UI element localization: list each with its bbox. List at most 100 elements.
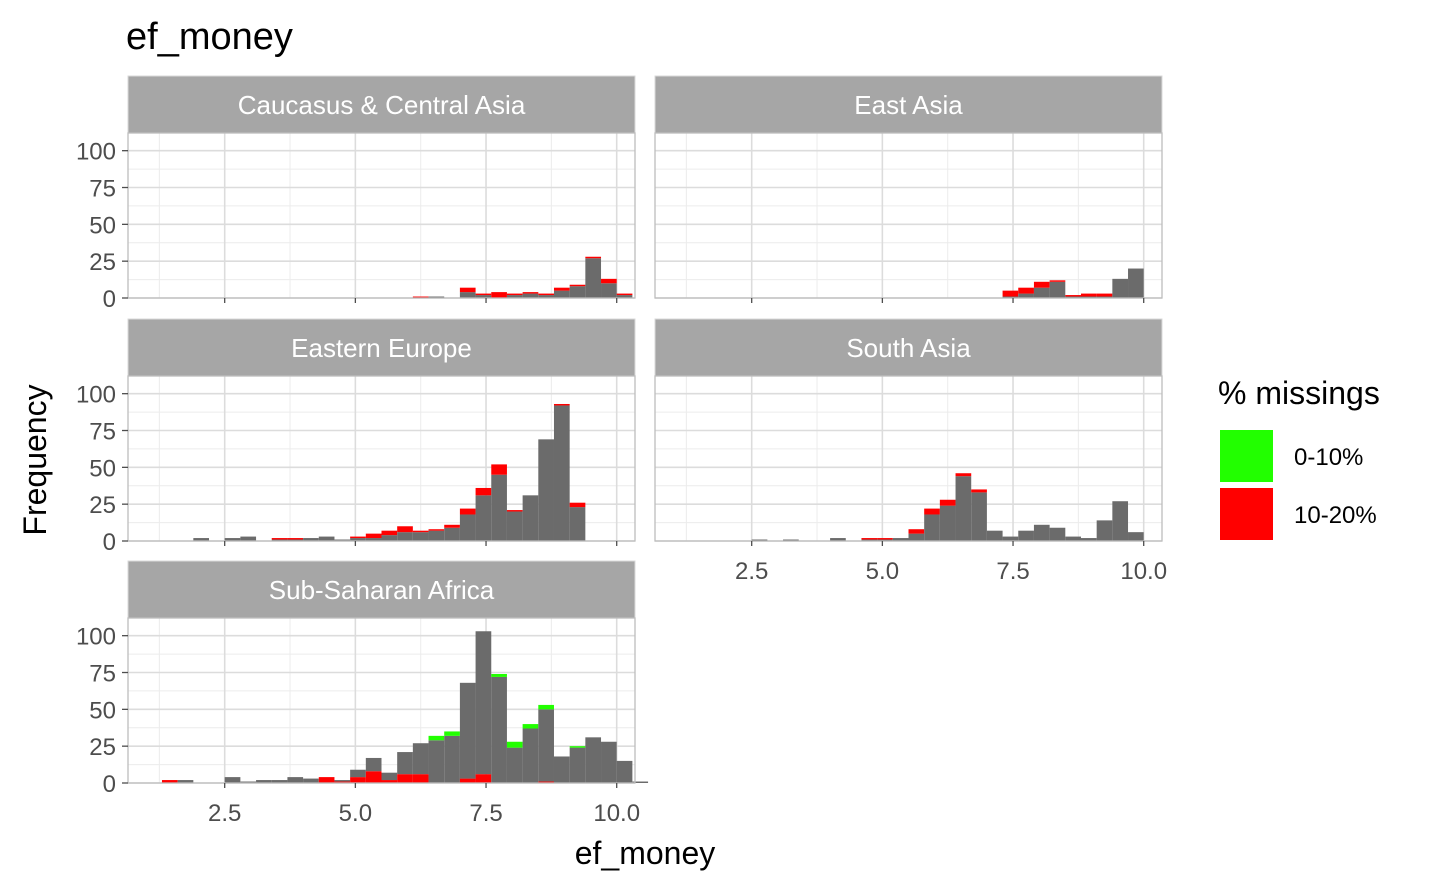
histogram-bar [491,673,507,677]
histogram-bar [538,704,554,710]
histogram-bar [224,777,241,783]
facet-strip-label: East Asia [854,90,963,120]
histogram-bar [428,530,445,541]
x-tick-label: 5.0 [866,558,899,585]
y-tick-label: 0 [103,286,116,313]
histogram-bar [616,293,633,296]
histogram-bar [924,508,940,515]
histogram-bar [1049,280,1066,282]
legend-label-10-20: 10-20% [1294,502,1377,529]
histogram-bar [428,296,445,298]
histogram-bar [334,780,351,782]
histogram-bar [908,533,925,541]
histogram-bar [538,293,554,296]
legend-title: % missings [1218,375,1380,411]
x-tick-label: 7.5 [469,800,502,827]
histogram-bar [256,780,272,783]
histogram-bar [569,284,586,287]
histogram-bar [1018,293,1034,298]
histogram-bar [553,403,570,406]
histogram-bar [877,539,893,541]
histogram-bar [381,530,398,536]
facet-strip-label: Caucasus & Central Asia [238,90,526,120]
facet-panel: Sub-Saharan Africa 0 25 50 75 100 2.5 5.0 7.5 10.… [76,560,649,827]
histogram-bar [971,489,987,493]
histogram-bar [1128,532,1144,541]
facet-panel: East Asia [654,75,1163,303]
histogram-bar [616,760,633,783]
histogram-bar [381,535,398,541]
histogram-bar [459,682,476,779]
histogram-bar [412,532,429,541]
panel-border [127,617,636,784]
x-tick-label: 7.5 [996,558,1029,585]
y-tick-label: 25 [89,492,116,519]
histogram-bar [303,538,319,541]
histogram-bar [522,292,539,294]
histogram-bar [1033,524,1050,541]
x-tick-label: 2.5 [208,800,241,827]
histogram-bar [569,747,586,783]
x-tick-label: 10.0 [1120,558,1167,585]
histogram-bar [365,757,382,772]
histogram-bar [538,781,554,783]
histogram-bar [632,781,649,783]
histogram-bar [1128,268,1144,298]
histogram-bar [271,538,288,540]
facet-panel: Eastern Europe 0 25 50 75 100 [76,318,636,556]
histogram-bar [1065,295,1081,297]
histogram-bar [428,735,445,741]
facet-panel: Caucasus & Central Asia 0 25 50 75 100 [76,75,636,313]
facet-panels: Caucasus & Central Asia 0 25 50 75 100 East As… [76,75,1167,827]
histogram-bar [318,536,335,541]
histogram-bar [412,774,429,783]
histogram-bar [861,538,878,540]
histogram-bar [475,495,492,541]
histogram-bar [475,295,492,298]
histogram-bar [491,292,507,298]
histogram-bar [1033,287,1050,298]
panel-background [128,133,635,298]
histogram-bar [1096,520,1113,541]
histogram-bar [553,290,570,298]
histogram-bar [1018,530,1034,541]
histogram-bar [475,487,492,496]
histogram-bar [350,777,366,783]
histogram-bar [585,737,602,783]
histogram-bar [1096,296,1113,298]
histogram-bar [553,405,570,541]
histogram-bar [491,676,507,783]
histogram-bar [161,780,178,783]
histogram-bar [522,724,539,729]
histogram-bar [475,774,492,783]
histogram-bar [271,539,288,541]
histogram-bar [1049,527,1066,541]
histogram-bar [1096,293,1113,297]
histogram-bar [783,539,799,541]
histogram-bar [892,538,909,541]
histogram-bar [444,527,460,541]
histogram-bar [522,728,539,783]
histogram-bar [971,492,987,541]
y-tick-label: 75 [89,176,116,203]
histogram-bar [601,741,617,783]
y-tick-label: 100 [76,139,116,166]
histogram-bar [585,258,602,298]
histogram-bar [986,530,1003,541]
histogram-bar [287,539,304,541]
histogram-bar [553,287,570,291]
histogram-bar [365,538,382,541]
y-tick-label: 100 [76,382,116,409]
panel-background [655,133,1162,298]
histogram-bar [1002,290,1019,297]
histogram-bar [365,533,382,539]
histogram-bar [506,295,523,298]
histogram-bar [877,538,893,540]
y-tick-label: 0 [103,529,116,556]
histogram-bar [569,286,586,298]
histogram-bar [569,746,586,748]
histogram-bar [1018,287,1034,294]
histogram-bar [924,514,940,541]
histogram-bar [444,735,460,783]
x-tick-label: 10.0 [593,800,640,827]
